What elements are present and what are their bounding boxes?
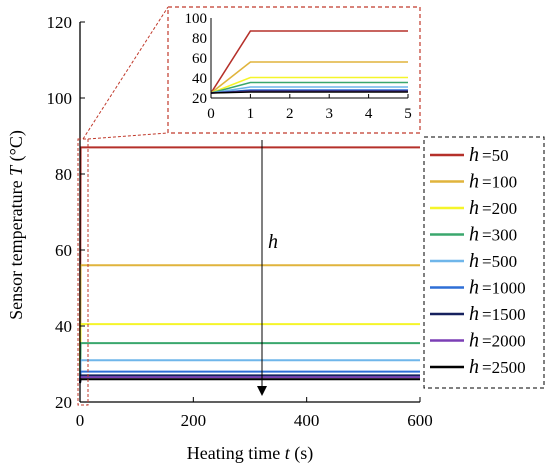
- inset-y-tick-label: 40: [192, 71, 207, 87]
- legend-label-6: h =1500: [469, 303, 526, 325]
- inset-y-tick-label: 60: [192, 51, 207, 67]
- x-tick-label: 400: [294, 411, 320, 430]
- main-series-lines: [79, 146, 420, 384]
- legend-label-3: h =300: [469, 224, 517, 246]
- x-tick-label: 0: [76, 411, 85, 430]
- y-tick-label: 20: [55, 393, 72, 412]
- legend-label-2: h =200: [469, 197, 517, 219]
- inset-series-line-4: [210, 86, 408, 94]
- series-line-8: [79, 378, 420, 384]
- inset-series-line-2: [210, 76, 408, 94]
- trend-arrow-head: [257, 386, 267, 396]
- legend-label-0: h =50: [469, 144, 509, 166]
- inset-x-tick-label: 4: [365, 106, 373, 122]
- zoom-connector-right: [87, 132, 169, 140]
- y-axis-ticks: 20 40 60 80 100 120: [47, 13, 85, 412]
- series-line-2: [79, 323, 420, 384]
- inset-frame: [167, 6, 421, 134]
- inset-x-tick-label: 1: [247, 106, 255, 122]
- legend-label-4: h =500: [469, 250, 517, 272]
- y-tick-label: 80: [55, 165, 72, 184]
- inset-x-tick-label: 0: [207, 106, 215, 122]
- inset-y-tick-label: 100: [185, 11, 208, 27]
- inset-series-line-3: [210, 81, 408, 94]
- legend-label-1: h =100: [469, 171, 517, 193]
- x-axis-title: Heating time t (s): [187, 443, 314, 464]
- legend-label-8: h =2500: [469, 356, 526, 378]
- inset-series-line-1: [210, 61, 408, 94]
- inset-series-line-8: [210, 91, 408, 94]
- y-tick-label: 120: [47, 13, 73, 32]
- inset-series-lines: [210, 30, 408, 94]
- inset-x-axis-ticks: 0 1 2 3 4 5: [207, 94, 412, 122]
- inset-y-tick-label: 20: [192, 91, 207, 107]
- x-tick-label: 200: [181, 411, 207, 430]
- zoom-connector-left: [82, 6, 169, 140]
- legend-label-7: h =2000: [469, 330, 526, 352]
- legend-box: [423, 136, 545, 389]
- y-tick-label: 100: [47, 89, 73, 108]
- legend: h =50 h =100 h =200 h =300 h =500 h =1000 h =1500 h =20…: [430, 144, 526, 378]
- y-tick-label: 60: [55, 241, 72, 260]
- y-tick-label: 40: [55, 317, 72, 336]
- inset-series-line-0: [210, 30, 408, 94]
- x-axis-ticks: 0 200 400 600: [76, 397, 433, 430]
- y-axis-title: Sensor temperature T (°C): [6, 130, 27, 320]
- inset-y-tick-label: 80: [192, 31, 207, 47]
- inset-y-axis-ticks: 20 40 60 80 100: [185, 11, 208, 107]
- x-tick-label: 600: [407, 411, 433, 430]
- inset-x-tick-label: 2: [286, 106, 294, 122]
- trend-arrow-label: h: [268, 231, 278, 253]
- inset-x-tick-label: 3: [325, 106, 333, 122]
- inset-x-tick-label: 5: [404, 106, 412, 122]
- legend-label-5: h =1000: [469, 277, 526, 299]
